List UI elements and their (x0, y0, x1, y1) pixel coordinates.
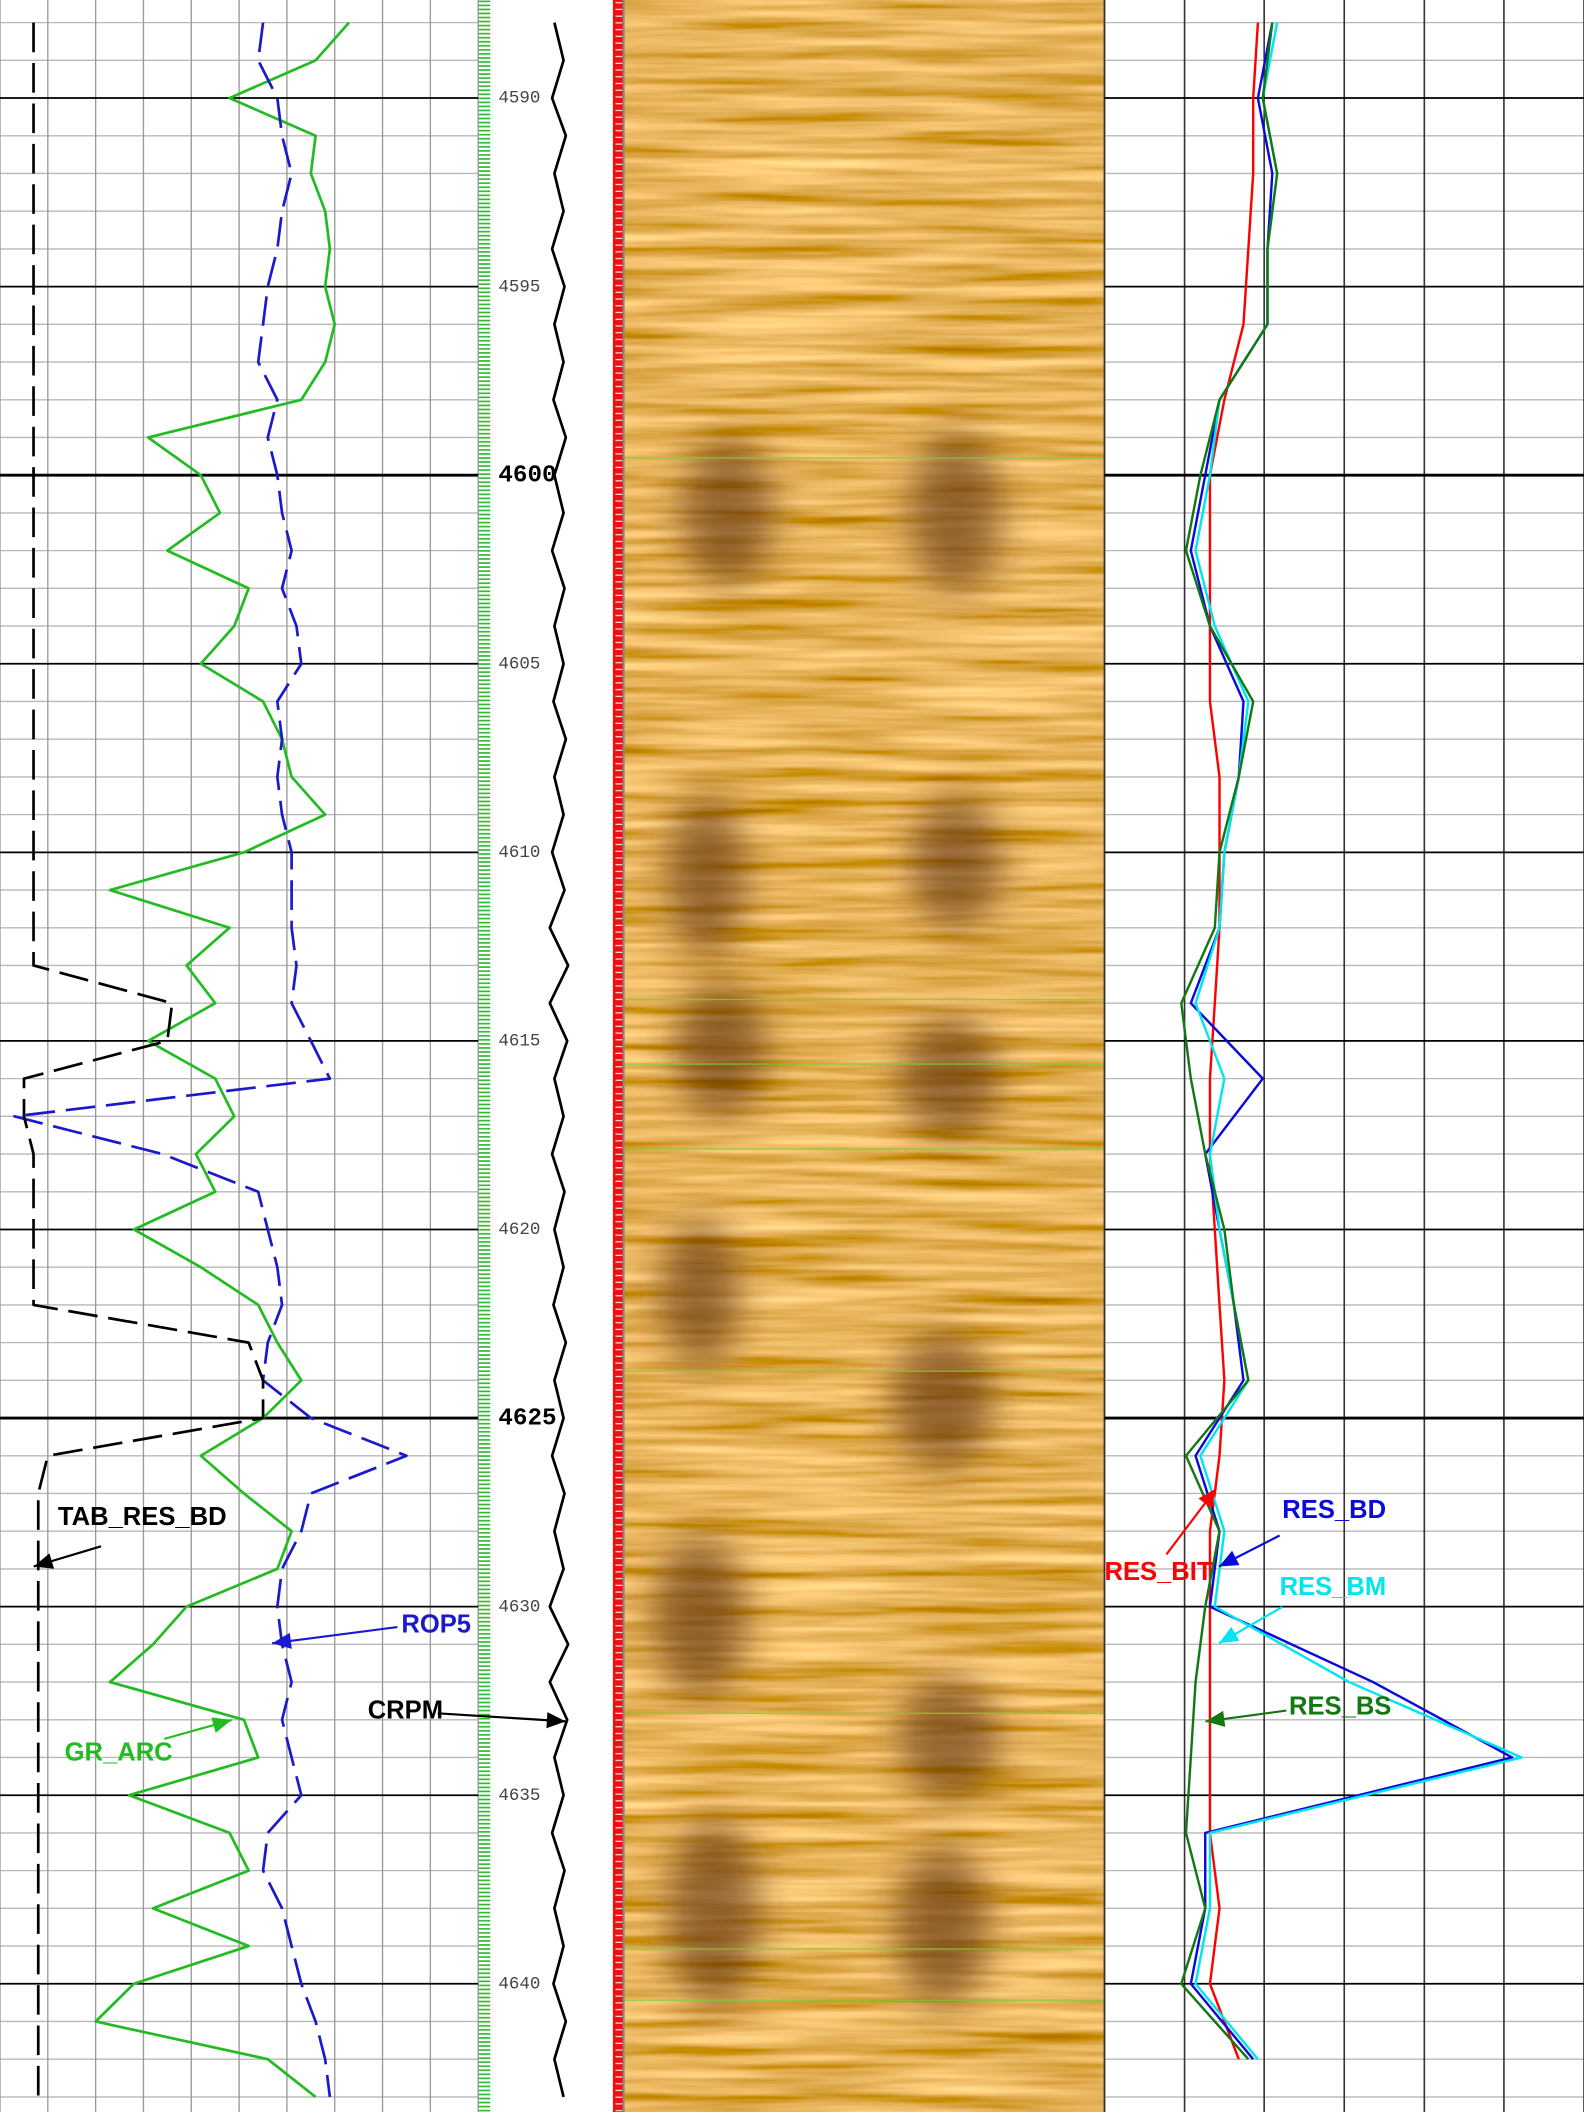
image-track (624, 0, 1105, 2112)
depth-label: 4620 (498, 1220, 540, 1240)
page: {"chart_data": [ {"type": "line", "ylim"… (0, 0, 1584, 2112)
curve-label: RES_BIT (1104, 1558, 1212, 1586)
curve-label: ROP5 (401, 1611, 471, 1639)
callout-arrowhead (1206, 1711, 1226, 1727)
depth-label: 4630 (498, 1597, 540, 1617)
depth-marker-strip (478, 0, 490, 2112)
depth-label: 4600 (498, 463, 556, 490)
curve-label: RES_BD (1282, 1496, 1386, 1524)
depth-label: 4635 (498, 1786, 540, 1806)
callout-arrowhead (546, 1712, 565, 1728)
curve (96, 23, 349, 2097)
callout-arrowhead (1219, 1627, 1239, 1643)
curve-label: RES_BS (1289, 1693, 1391, 1721)
depth-label: 4610 (498, 843, 540, 863)
flag-strip (613, 0, 624, 2112)
depth-label: 4595 (498, 277, 540, 297)
callout-arrowhead (211, 1717, 231, 1733)
curve (14, 23, 406, 2097)
depth-label: 4615 (498, 1032, 540, 1052)
curve-label: RES_BM (1280, 1573, 1387, 1601)
depth-label: 4640 (498, 1974, 540, 1994)
callout-arrowhead (34, 1553, 54, 1568)
curve (550, 23, 568, 2097)
curve-label: GR_ARC (65, 1738, 173, 1766)
well-log: 4590 4595 4600 4605 4610 4615 4620 4625 4630 4635… (0, 0, 1584, 2112)
depth-label: 4605 (498, 654, 540, 674)
depth-label: 4590 (498, 89, 540, 109)
curve-label: TAB_RES_BD (58, 1503, 227, 1531)
curve-label: CRPM (368, 1697, 443, 1725)
depth-label: 4625 (498, 1405, 556, 1432)
